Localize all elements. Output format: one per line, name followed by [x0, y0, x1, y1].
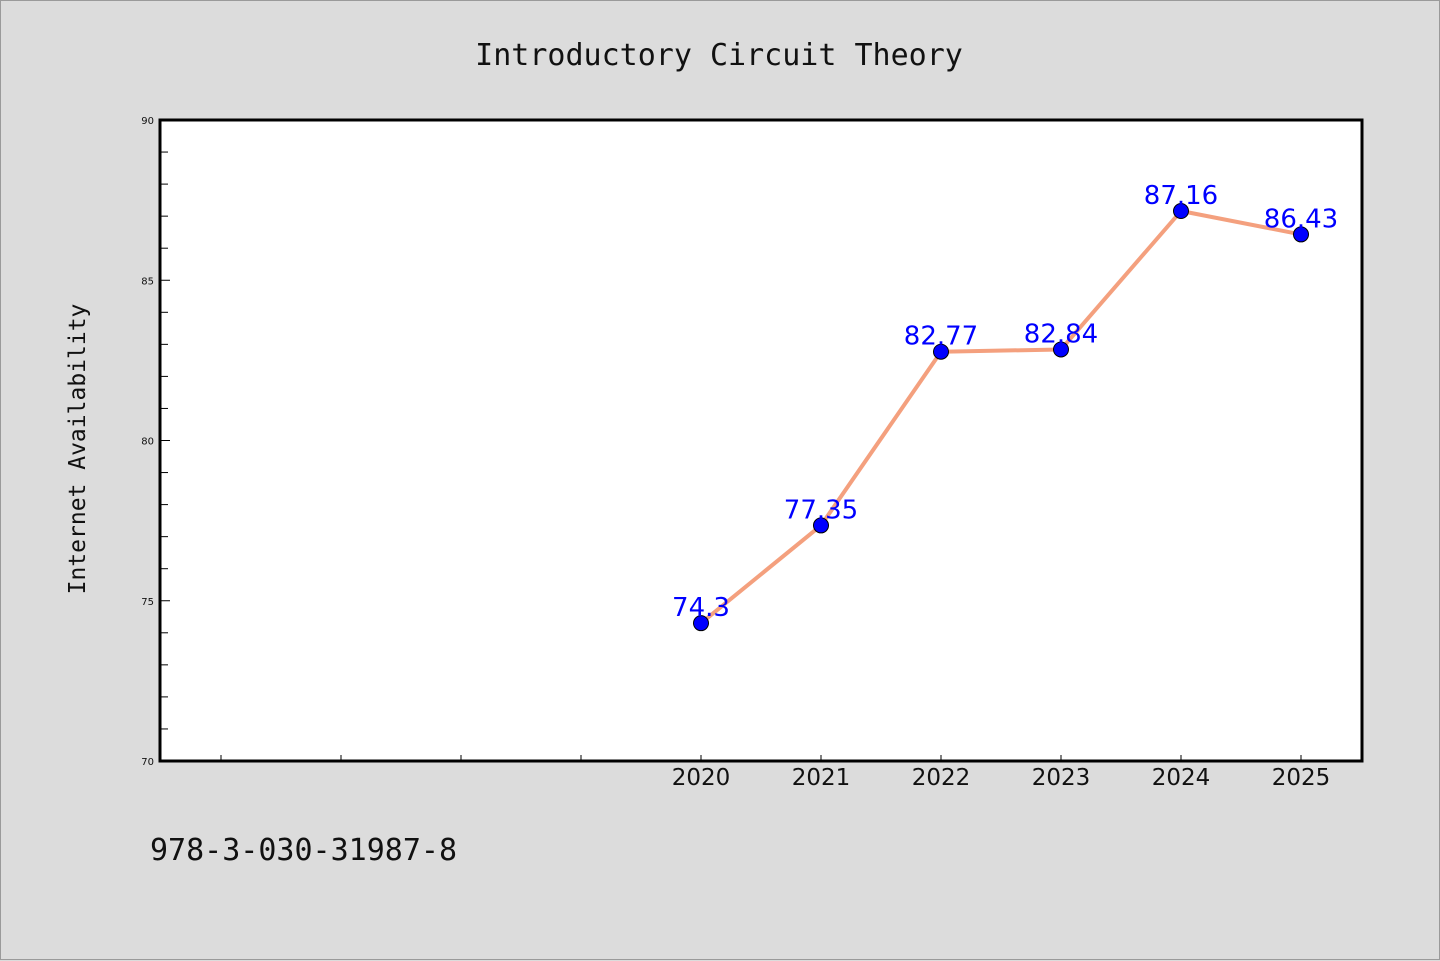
- data-label: 74.3: [672, 593, 730, 623]
- y-tick-label: 70: [141, 757, 154, 768]
- data-point: [933, 343, 949, 360]
- y-axis-label: Internet Availability: [65, 304, 91, 595]
- chart-title: Introductory Circuit Theory: [475, 38, 963, 73]
- data-label: 82.84: [1024, 319, 1098, 349]
- y-tick-label: 80: [141, 437, 154, 448]
- x-tick-label: 2024: [1152, 765, 1211, 791]
- series-line: [699, 209, 1302, 625]
- isbn-footer: 978-3-030-31987-8: [150, 833, 458, 868]
- data-point: [693, 615, 709, 632]
- data-label: 82.77: [904, 322, 978, 352]
- data-point: [1053, 341, 1069, 358]
- data-labels: 74.3 77.35 82.77 82.84 87.16 86.43: [672, 181, 1338, 623]
- x-tick-label: 2020: [672, 765, 731, 791]
- x-tick-label: 2022: [912, 765, 971, 791]
- x-tick-label: 2023: [1032, 765, 1091, 791]
- data-point: [813, 517, 829, 534]
- plot-area: [158, 118, 1364, 763]
- data-point: [1173, 203, 1189, 220]
- data-markers: [693, 203, 1309, 632]
- y-tick-label: 75: [141, 597, 154, 608]
- data-label: 87.16: [1144, 181, 1218, 211]
- data-point: [1293, 226, 1309, 243]
- x-tick-label: 2021: [792, 765, 851, 791]
- data-label: 86.43: [1264, 204, 1338, 234]
- y-axis: 70 75 80 85 90: [141, 116, 170, 768]
- x-axis: 2020 2021 2022 2023 2024 2025: [220, 755, 1331, 791]
- y-tick-label: 90: [141, 116, 154, 127]
- x-tick-label: 2025: [1272, 765, 1331, 791]
- data-label: 77.35: [784, 495, 858, 525]
- y-tick-label: 85: [141, 276, 154, 287]
